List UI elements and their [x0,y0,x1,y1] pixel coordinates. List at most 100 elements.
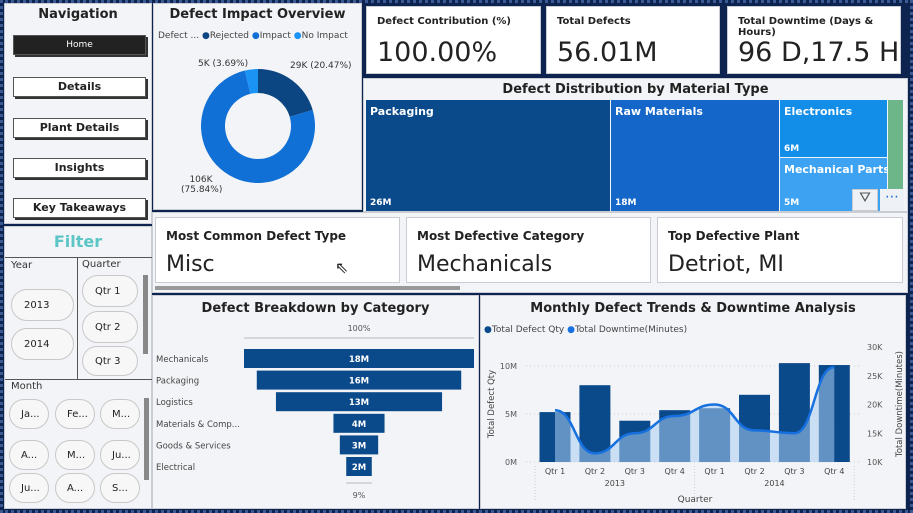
funnel-bar [339,435,379,455]
downtime-area [555,367,835,462]
label-impact: 106K (75.84%) [181,175,223,195]
nav-details-button[interactable]: Details [13,77,146,97]
month-chip[interactable]: A... [9,440,49,470]
defect-breakdown-panel: Defect Breakdown by Category 100% Mechani… [152,295,479,509]
card-label: Top Defective Plant [668,229,800,243]
donut-slice-impact [201,70,315,184]
funnel-category-label: Logistics [156,398,193,408]
month-chip[interactable]: M... [100,399,140,429]
year-label: Year [11,260,33,271]
more-options-icon[interactable]: ⋯ [880,189,904,211]
card-label: Most Defective Category [417,229,585,243]
card-value: Detriot, MI [668,252,784,277]
label-no-impact: 5K (3.69%) [198,59,249,69]
navigation-panel: Navigation Home Details Plant Details In… [4,3,152,224]
funnel-bar [275,392,443,412]
y-tick-label: 0M [505,458,517,467]
month-chip[interactable]: Ju... [100,440,140,470]
tile-name: Packaging [370,105,434,118]
legend-no-impact: No Impact [301,31,348,41]
month-chip[interactable]: Ju... [9,473,49,503]
year-label: 2014 [764,479,784,488]
legend-defect-qty: Total Defect Qty [491,325,565,335]
funnel-bar [256,370,462,390]
funnel-category-label: Packaging [156,377,199,387]
month-chip[interactable]: Fe... [55,399,95,429]
tile-name: Electronics [784,105,853,118]
cards-horizontal-scrollbar[interactable] [155,286,460,290]
donut-slice-no-impact [244,69,258,94]
funnel-value-label: 13M [349,398,369,408]
nav-insights-button[interactable]: Insights [13,158,146,178]
nav-home-button[interactable]: Home [13,35,146,55]
kpi-defect-contribution: Defect Contribution (%) 100.00% [366,6,541,74]
legend-rejected: Rejected [209,31,249,41]
kpi-label: Defect Contribution (%) [377,16,511,27]
kpi-total-defects: Total Defects 56.01M [546,6,720,74]
filter-panel: Filter Year 2013 2014 Quarter Qtr 1 Qtr … [4,226,153,509]
combo-title: Monthly Defect Trends & Downtime Analysi… [530,301,856,316]
year-2013-chip[interactable]: 2013 [11,289,74,321]
donut-slice-rejected [258,69,313,117]
filter-title: Filter [53,232,103,251]
month-chip[interactable]: A... [55,473,95,503]
funnel-value-label: 4M [352,420,366,430]
x-tick-label: Qtr 4 [824,467,844,476]
quarter-3-chip[interactable]: Qtr 3 [82,346,138,376]
tile-name: Raw Materials [615,105,703,118]
card-most-defective-category: Most Defective Category Mechanicals [406,217,651,283]
y2-tick-label: 10K [867,458,883,467]
treemap-raw-materials[interactable]: Raw Materials 18M [611,100,779,211]
combo-chart: 0M 5M 10M 10K 15K 20K 25K 30K Qtr 1 Qtr 2 Qtr 3 Qtr… [487,343,905,505]
month-label: Month [11,381,43,392]
legend-impact: Impact [259,31,291,41]
kpi-label: Total Downtime (Days & Hours) [738,16,874,38]
tile-value: 26M [370,198,392,208]
quarter-scrollbar[interactable] [143,275,148,354]
kpi-value: 96 D,17.5 H [738,37,900,68]
quarter-1-chip[interactable]: Qtr 1 [82,275,138,307]
nav-plant-details-button[interactable]: Plant Details [13,118,146,138]
y2-tick-label: 15K [867,429,883,438]
y2-tick-label: 25K [867,372,883,381]
funnel-bar [244,349,474,368]
tile-value: 5M [784,198,800,208]
x-axis-title: Quarter [678,495,713,505]
month-scrollbar[interactable] [144,398,149,480]
month-chip[interactable]: M... [55,440,95,470]
month-chip[interactable]: Ja... [9,399,49,429]
month-chip[interactable]: S... [100,473,140,503]
funnel-bar [346,457,372,476]
year-2014-chip[interactable]: 2014 [11,328,74,360]
treemap-title: Defect Distribution by Material Type [502,82,769,97]
funnel-bottom-label: 9% [353,491,366,500]
card-value: Misc [166,252,215,277]
kpi-value: 56.01M [557,37,658,68]
treemap-other[interactable] [888,100,903,211]
treemap-packaging[interactable]: Packaging 26M [366,100,610,211]
funnel-value-label: 18M [349,355,369,365]
legend-title: Defect ... [158,31,200,41]
x-tick-label: Qtr 1 [704,467,724,476]
quarter-2-chip[interactable]: Qtr 2 [82,311,138,343]
funnel-bar [333,413,385,433]
funnel-chart: 100% Mechanicals 18M Packaging 16M Logistics 1… [156,324,474,500]
y2-axis-title: Total Downtime(Minutes) [895,351,905,458]
x-tick-label: Qtr 3 [625,467,645,476]
treemap-electronics[interactable]: Electronics 6M [780,100,887,157]
card-value: Mechanicals [417,252,553,277]
donut-chart [201,69,315,184]
nav-key-takeaways-button[interactable]: Key Takeaways [13,198,146,218]
monthly-trends-panel: Monthly Defect Trends & Downtime Analysi… [480,295,906,509]
y2-tick-label: 30K [867,343,883,352]
funnel-category-label: Goods & Services [156,441,231,451]
combo-legend: ●Total Defect Qty ●Total Downtime(Minute… [484,325,688,335]
filter-icon[interactable]: ⛛ [852,189,878,211]
treemap-panel: Defect Distribution by Material Type Pac… [363,78,908,212]
navigation-title: Navigation [38,7,118,22]
donut-title: Defect Impact Overview [169,7,346,22]
kpi-value: 100.00% [377,37,498,68]
x-tick-label: Qtr 1 [545,467,565,476]
x-tick-label: Qtr 2 [744,467,764,476]
